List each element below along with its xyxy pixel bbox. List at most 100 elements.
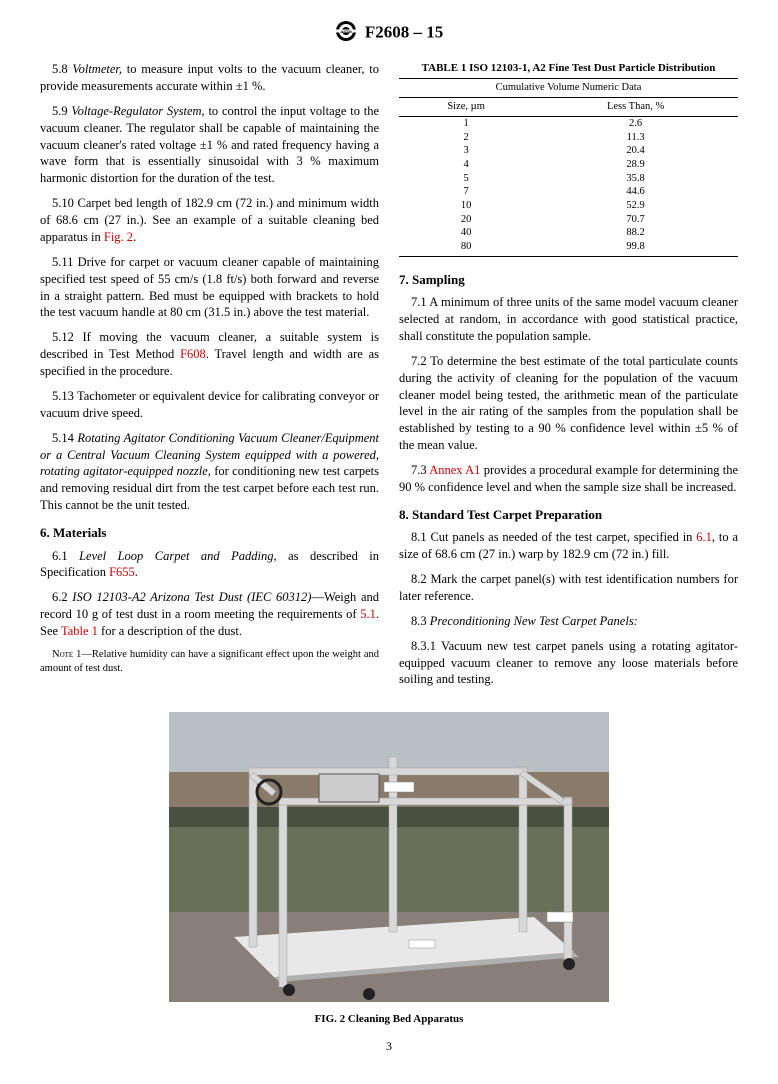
para-6-1: 6.1 Level Loop Carpet and Padding, as de… xyxy=(40,548,379,582)
fig-2-link[interactable]: Fig. 2 xyxy=(104,230,133,244)
annex-a1-link[interactable]: Annex A1 xyxy=(429,463,480,477)
note-label: Note 1 xyxy=(52,649,81,660)
table-subheader: Cumulative Volume Numeric Data xyxy=(399,78,738,97)
para-8-1: 8.1 Cut panels as needed of the test car… xyxy=(399,529,738,563)
clause-number: 5.12 xyxy=(52,330,74,344)
text: To determine the best estimate of the to… xyxy=(399,354,738,452)
cell-pct: 88.2 xyxy=(533,226,738,240)
clause-number: 8.2 xyxy=(411,572,427,586)
table-subheader-row: Cumulative Volume Numeric Data xyxy=(399,78,738,97)
table-row: 211.3 xyxy=(399,131,738,145)
clause-number: 7.1 xyxy=(411,295,427,309)
svg-text:ASTM: ASTM xyxy=(340,29,352,34)
table-row: 4088.2 xyxy=(399,226,738,240)
cell-size: 20 xyxy=(399,213,533,227)
clause-number: 7.3 xyxy=(411,463,427,477)
table-row: 12.6 xyxy=(399,117,738,131)
para-5-14: 5.14 Rotating Agitator Conditioning Vacu… xyxy=(40,430,379,514)
table-row: 744.6 xyxy=(399,185,738,199)
para-8-3-1: 8.3.1 Vacuum new test carpet panels usin… xyxy=(399,638,738,689)
table-1: Cumulative Volume Numeric Data Size, µm … xyxy=(399,78,738,257)
f608-link[interactable]: F608 xyxy=(180,347,206,361)
clause-number: 8.3 xyxy=(411,614,427,628)
term: Level Loop Carpet and Padding, xyxy=(79,549,277,563)
para-5-8: 5.8 Voltmeter, to measure input volts to… xyxy=(40,61,379,95)
para-7-2: 7.2 To determine the best estimate of th… xyxy=(399,353,738,454)
ref-5-1-link[interactable]: 5.1 xyxy=(360,607,376,621)
ref-6-1-link[interactable]: 6.1 xyxy=(696,530,712,544)
clause-number: 5.10 xyxy=(52,196,74,210)
cell-pct: 11.3 xyxy=(533,131,738,145)
clause-number: 8.3.1 xyxy=(411,639,436,653)
cell-pct: 35.8 xyxy=(533,172,738,186)
cell-size: 4 xyxy=(399,158,533,172)
text: Mark the carpet panel(s) with test ident… xyxy=(399,572,738,603)
para-7-3: 7.3 Annex A1 provides a procedural examp… xyxy=(399,462,738,496)
cell-pct: 28.9 xyxy=(533,158,738,172)
cell-size: 7 xyxy=(399,185,533,199)
document-header: ASTM F2608 – 15 xyxy=(40,20,738,47)
clause-number: 5.13 xyxy=(52,389,74,403)
text: Vacuum new test carpet panels using a ro… xyxy=(399,639,738,687)
cell-pct: 2.6 xyxy=(533,117,738,131)
cell-size: 5 xyxy=(399,172,533,186)
right-column: TABLE 1 ISO 12103-1, A2 Fine Test Dust P… xyxy=(399,61,738,696)
table-row: 8099.8 xyxy=(399,240,738,256)
left-column: 5.8 Voltmeter, to measure input volts to… xyxy=(40,61,379,696)
clause-number: 7.2 xyxy=(411,354,427,368)
table-row: 428.9 xyxy=(399,158,738,172)
cell-size: 80 xyxy=(399,240,533,256)
clause-number: 5.11 xyxy=(52,255,73,269)
apparatus-illustration xyxy=(169,712,609,1002)
table-row: 535.8 xyxy=(399,172,738,186)
table-1-link[interactable]: Table 1 xyxy=(61,624,98,638)
term: ISO 12103-A2 Arizona Test Dust (IEC 6031… xyxy=(72,590,311,604)
para-5-10: 5.10 Carpet bed length of 182.9 cm (72 i… xyxy=(40,195,379,246)
figure-2: FIG. 2 Cleaning Bed Apparatus xyxy=(40,712,738,1025)
cell-size: 2 xyxy=(399,131,533,145)
after: for a description of the dust. xyxy=(98,624,242,638)
after: . xyxy=(133,230,136,244)
text: Carpet bed length of 182.9 cm (72 in.) a… xyxy=(40,196,379,244)
clause-number: 8.1 xyxy=(411,530,427,544)
table-col-header-row: Size, µm Less Than, % xyxy=(399,98,738,117)
cell-size: 3 xyxy=(399,144,533,158)
term: Preconditioning New Test Carpet Panels: xyxy=(430,614,638,628)
cell-size: 40 xyxy=(399,226,533,240)
clause-number: 5.8 xyxy=(52,62,68,76)
table-row: 320.4 xyxy=(399,144,738,158)
cell-pct: 52.9 xyxy=(533,199,738,213)
table-row: 1052.9 xyxy=(399,199,738,213)
section-7-title: 7. Sampling xyxy=(399,271,738,289)
two-column-layout: 5.8 Voltmeter, to measure input volts to… xyxy=(40,61,738,696)
para-5-12: 5.12 If moving the vacuum cleaner, a sui… xyxy=(40,329,379,380)
col-pct-header: Less Than, % xyxy=(533,98,738,117)
page-number: 3 xyxy=(40,1039,738,1054)
para-5-13: 5.13 Tachometer or equivalent device for… xyxy=(40,388,379,422)
cell-pct: 20.4 xyxy=(533,144,738,158)
after: . xyxy=(135,565,138,579)
figure-caption: FIG. 2 Cleaning Bed Apparatus xyxy=(40,1013,738,1025)
section-6-title: 6. Materials xyxy=(40,524,379,542)
text: Tachometer or equivalent device for cali… xyxy=(40,389,379,420)
term: Voltage-Regulator System, xyxy=(71,104,204,118)
para-8-3: 8.3 Preconditioning New Test Carpet Pane… xyxy=(399,613,738,630)
note-text: —Relative humidity can have a significan… xyxy=(40,649,379,674)
cell-size: 10 xyxy=(399,199,533,213)
f655-link[interactable]: F655 xyxy=(109,565,135,579)
clause-number: 5.9 xyxy=(52,104,68,118)
cell-pct: 44.6 xyxy=(533,185,738,199)
table-row: 2070.7 xyxy=(399,213,738,227)
note-1: Note 1—Relative humidity can have a sign… xyxy=(40,648,379,676)
para-8-2: 8.2 Mark the carpet panel(s) with test i… xyxy=(399,571,738,605)
clause-number: 6.2 xyxy=(52,590,68,604)
text: A minimum of three units of the same mod… xyxy=(399,295,738,343)
designation: F2608 – 15 xyxy=(365,22,443,41)
cell-size: 1 xyxy=(399,117,533,131)
text: Cut panels as needed of the test carpet,… xyxy=(427,530,697,544)
clause-number: 5.14 xyxy=(52,431,74,445)
para-7-1: 7.1 A minimum of three units of the same… xyxy=(399,294,738,345)
document-page: ASTM F2608 – 15 5.8 Voltmeter, to measur… xyxy=(0,0,778,1084)
cell-pct: 70.7 xyxy=(533,213,738,227)
clause-number: 6.1 xyxy=(52,549,68,563)
